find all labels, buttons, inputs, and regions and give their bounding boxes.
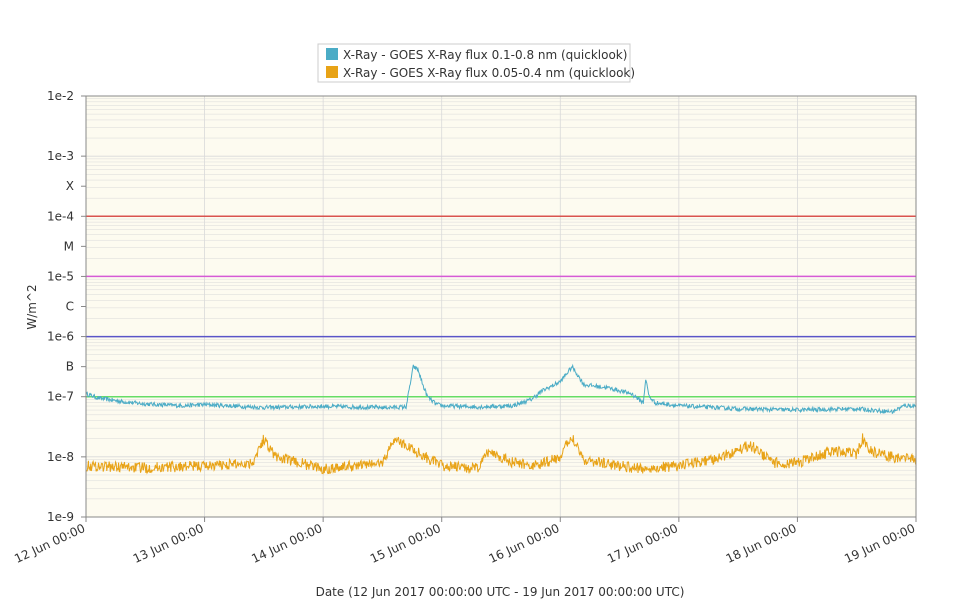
- x-axis-ticks: 12 Jun 00:00 13 Jun 00:00 14 Jun 00:00 15 J…: [12, 517, 917, 566]
- series-line-0: [85, 363, 917, 415]
- x-tick-label: 18 Jun 00:00: [724, 521, 799, 566]
- x-tick-label: 17 Jun 00:00: [605, 521, 680, 566]
- y-tick-label: X: [66, 179, 74, 193]
- y-tick-label: 1e-4: [47, 209, 74, 223]
- x-tick-label: 19 Jun 00:00: [842, 521, 917, 566]
- x-tick-label: 12 Jun 00:00: [12, 521, 87, 566]
- y-axis-title: W/m^2: [25, 284, 39, 329]
- plot-background: [86, 96, 916, 517]
- x-tick-label: 15 Jun 00:00: [368, 521, 443, 566]
- y-tick-label: 1e-5: [47, 269, 74, 283]
- y-tick-label: B: [66, 360, 74, 374]
- x-tick-label: 13 Jun 00:00: [131, 521, 206, 566]
- legend: X-Ray - GOES X-Ray flux 0.1-0.8 nm (quic…: [317, 43, 635, 83]
- x-axis-title: Date (12 Jun 2017 00:00:00 UTC - 19 Jun …: [316, 585, 685, 599]
- legend-swatch-short: [326, 66, 338, 78]
- series-line-1: [85, 433, 917, 475]
- legend-label-short: X-Ray - GOES X-Ray flux 0.05-0.4 nm (qui…: [343, 66, 635, 80]
- y-tick-label: C: [66, 299, 74, 313]
- series-group: [85, 363, 917, 475]
- y-tick-label: 1e-2: [47, 89, 74, 103]
- y-axis-ticks: 1e-2 1e-3 X 1e-4 M 1e-5 C 1e-6 B 1e-7 1e-8 1e-9: [47, 89, 86, 524]
- legend-box: [317, 43, 631, 83]
- x-tick-label: 16 Jun 00:00: [487, 521, 562, 566]
- flare-thresholds: [86, 215, 916, 398]
- y-tick-label: 1e-7: [47, 390, 74, 404]
- x-tick-label: 14 Jun 00:00: [249, 521, 324, 566]
- y-tick-label: 1e-8: [47, 450, 74, 464]
- legend-label-long: X-Ray - GOES X-Ray flux 0.1-0.8 nm (quic…: [343, 48, 627, 62]
- legend-swatch-long: [326, 48, 338, 60]
- y-tick-label: 1e-6: [47, 330, 74, 344]
- y-tick-label: 1e-3: [47, 149, 74, 163]
- y-tick-label: 1e-9: [47, 510, 74, 524]
- y-tick-label: M: [64, 239, 74, 253]
